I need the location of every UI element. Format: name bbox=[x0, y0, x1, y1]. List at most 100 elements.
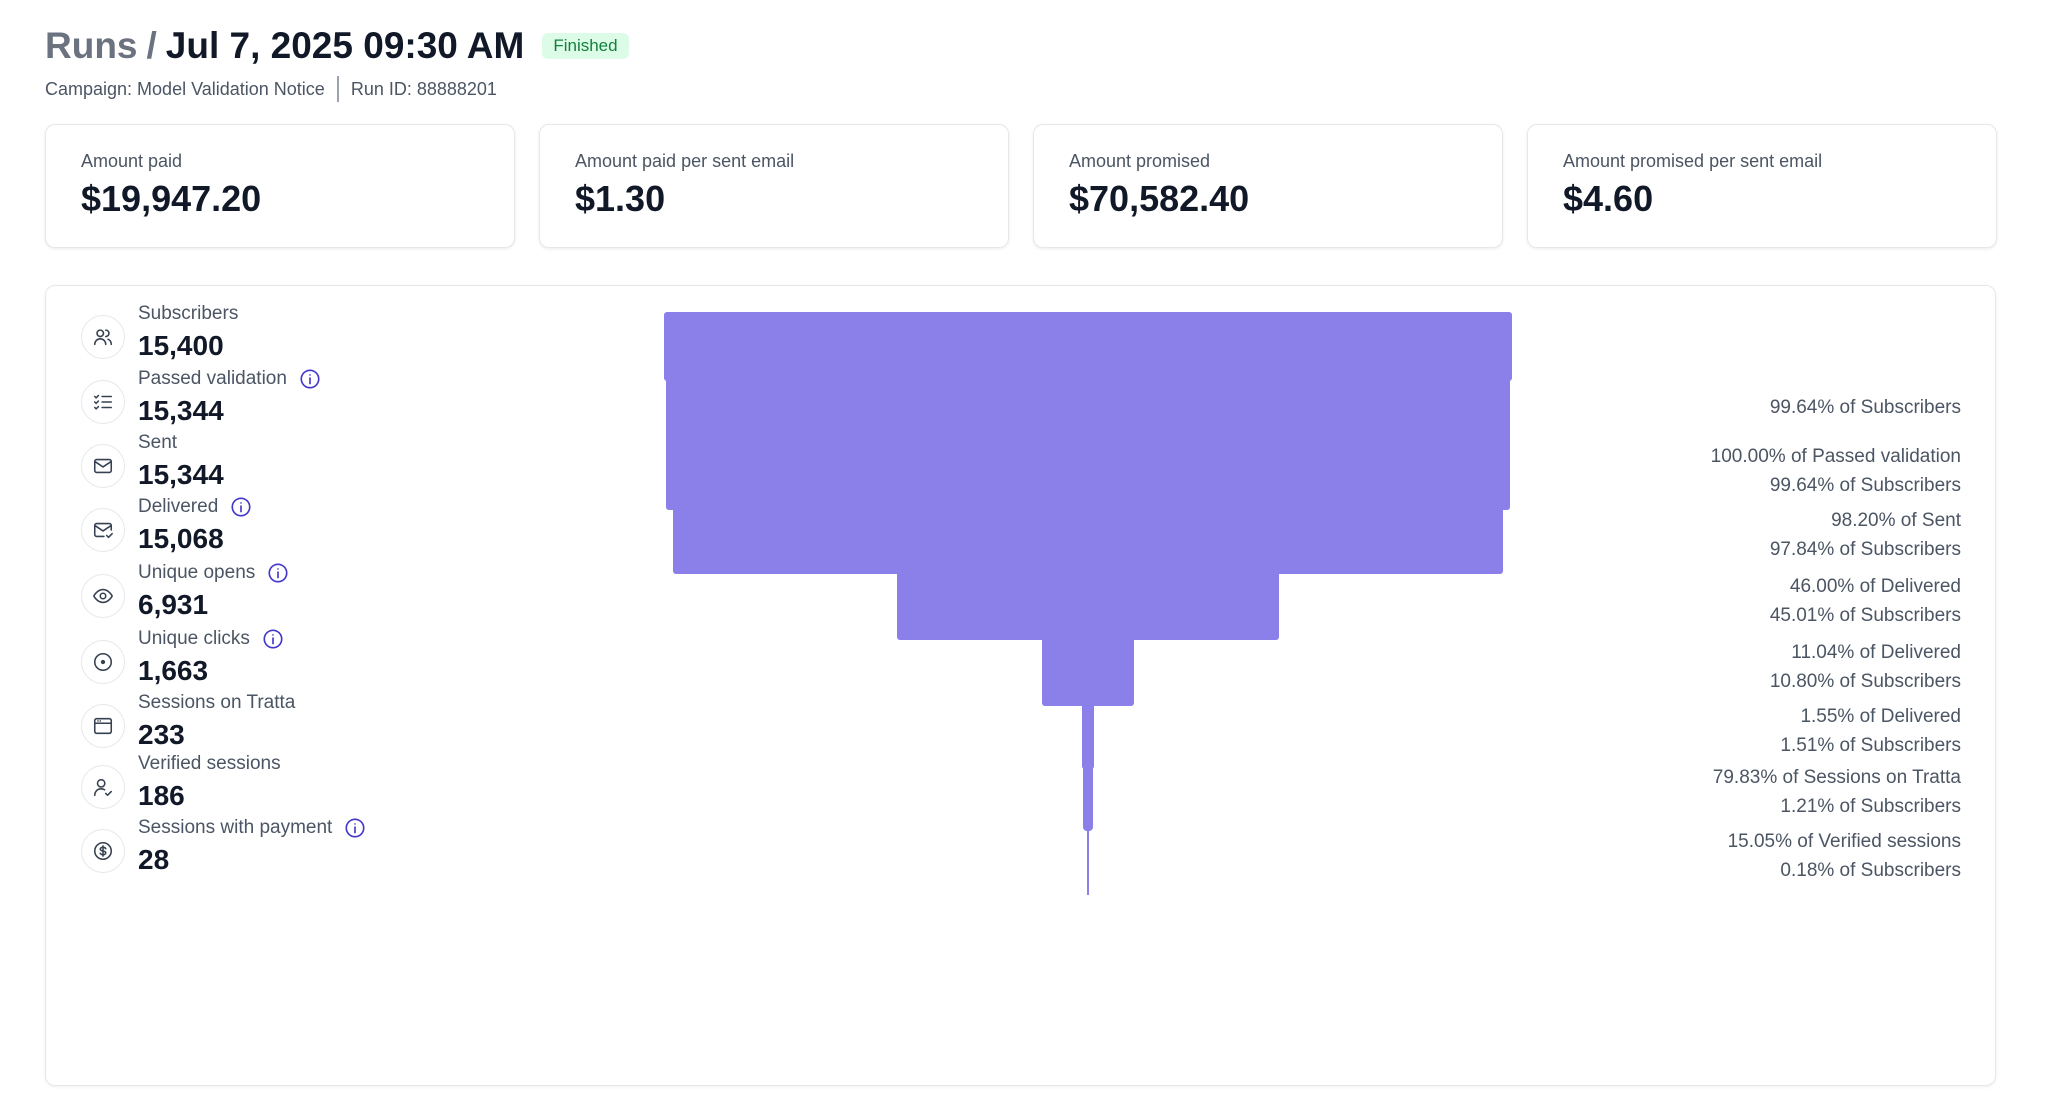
funnel-stage: Delivered 15,068 98.20% of Sent 97.84% of S… bbox=[46, 493, 1995, 577]
stage-percentages: 11.04% of Delivered 10.80% of Subscribers bbox=[1770, 625, 1961, 709]
funnel-bar bbox=[1082, 762, 1094, 831]
card-label: Amount promised bbox=[1069, 151, 1211, 171]
funnel-stage: Verified sessions 186 79.83% of Sessions o… bbox=[46, 750, 1995, 834]
stage-percentage: 99.64% of Subscribers bbox=[1769, 396, 1961, 418]
funnel-stage: Unique clicks 1,663 11.04% of Delivered 10.… bbox=[46, 625, 1995, 709]
stage-percentage: 97.84% of Subscribers bbox=[1769, 539, 1961, 560]
stage-label: Sessions with payment bbox=[138, 814, 366, 842]
stage-percentage: 45.01% of Subscribers bbox=[1769, 605, 1961, 626]
stage-value: 6,931 bbox=[138, 589, 209, 620]
funnel-bar bbox=[664, 312, 1512, 381]
page-title: Jul 7, 2025 09:30 AM bbox=[165, 25, 525, 66]
stage-value: 28 bbox=[138, 844, 170, 875]
stage-percentage: 98.20% of Sent bbox=[1831, 510, 1961, 531]
info-icon[interactable] bbox=[262, 628, 284, 650]
info-icon[interactable] bbox=[344, 817, 366, 839]
stage-percentage: 1.55% of Delivered bbox=[1800, 706, 1961, 727]
stage-value: 15,344 bbox=[138, 395, 224, 426]
stage-label: Delivered bbox=[138, 493, 252, 521]
info-icon[interactable] bbox=[299, 368, 321, 390]
stage-value: 15,400 bbox=[138, 330, 224, 361]
card-value: $70,582.40 bbox=[1069, 178, 1250, 219]
card-label: Amount promised per sent email bbox=[1563, 151, 1823, 171]
stage-text: Unique clicks 1,663 bbox=[138, 625, 284, 687]
funnel-stage: Sessions with payment 28 15.05% of Verifie… bbox=[46, 814, 1995, 898]
stage-value: 15,068 bbox=[138, 523, 224, 554]
funnel-stage: Passed validation 15,344 99.64% of Subscri… bbox=[46, 365, 1995, 449]
stage-percentages: 1.55% of Delivered 1.51% of Subscribers bbox=[1780, 689, 1961, 773]
stage-percentage: 15.05% of Verified sessions bbox=[1727, 831, 1961, 852]
stage-label: Verified sessions bbox=[138, 750, 281, 778]
stage-text: Unique opens 6,931 bbox=[138, 559, 289, 621]
users-icon bbox=[81, 315, 125, 359]
stage-percentage: 11.04% of Delivered bbox=[1791, 642, 1961, 663]
stage-percentage: 1.51% of Subscribers bbox=[1780, 735, 1961, 756]
meta-divider bbox=[336, 76, 339, 102]
card-value: $4.60 bbox=[1563, 178, 1654, 219]
stage-label: Subscribers bbox=[138, 300, 238, 328]
card-value: $19,947.20 bbox=[81, 178, 262, 219]
stage-value: 233 bbox=[138, 719, 185, 750]
funnel-bar bbox=[665, 441, 1511, 510]
status-badge: Finished bbox=[542, 33, 629, 59]
stage-label-text: Sent bbox=[138, 432, 178, 453]
campaign-name: Campaign: Model Validation Notice bbox=[45, 78, 325, 99]
stage-percentage: 100.00% of Passed validation bbox=[1710, 446, 1961, 467]
run-id: Run ID: 88888201 bbox=[350, 78, 497, 99]
stage-text: Sessions on Tratta 233 bbox=[138, 689, 295, 751]
stage-value: 186 bbox=[138, 780, 185, 811]
funnel-stage: Sent 15,344 100.00% of Passed validation 99… bbox=[46, 429, 1995, 513]
user-check-icon bbox=[81, 765, 125, 809]
funnel-bar bbox=[1042, 637, 1134, 706]
dollar-circle-icon bbox=[81, 829, 125, 873]
page-header: Runs / Jul 7, 2025 09:30 AM Finished Cam… bbox=[45, 22, 629, 102]
stage-label: Passed validation bbox=[138, 365, 321, 393]
click-target-icon bbox=[81, 640, 125, 684]
stage-percentages: 100.00% of Passed validation 99.64% of Su… bbox=[1711, 429, 1961, 513]
info-icon[interactable] bbox=[267, 562, 289, 584]
funnel-bar bbox=[1087, 826, 1089, 895]
card-label: Amount paid bbox=[81, 151, 183, 171]
stage-percentage: 10.80% of Subscribers bbox=[1769, 671, 1961, 692]
stage-label-text: Unique clicks bbox=[138, 628, 250, 649]
stage-text: Sent 15,344 bbox=[138, 429, 224, 491]
checklist-icon bbox=[81, 380, 125, 424]
funnel-stage: Subscribers 15,400 bbox=[46, 300, 1995, 384]
stage-label-text: Verified sessions bbox=[138, 753, 281, 774]
stage-label-text: Unique opens bbox=[138, 562, 256, 583]
stage-percentage: 46.00% of Delivered bbox=[1789, 576, 1961, 597]
card-value: $1.30 bbox=[575, 178, 666, 219]
card-amount-paid: Amount paid $19,947.20 bbox=[45, 124, 515, 248]
run-meta: Campaign: Model Validation Notice Run ID… bbox=[45, 76, 629, 102]
funnel-bar bbox=[897, 571, 1279, 640]
breadcrumb-separator: / bbox=[146, 25, 157, 66]
card-amount-promised-per-email: Amount promised per sent email $4.60 bbox=[1527, 124, 1997, 248]
stage-percentages: 98.20% of Sent 97.84% of Subscribers bbox=[1770, 493, 1961, 577]
stage-label-text: Delivered bbox=[138, 496, 219, 517]
stage-value: 15,344 bbox=[138, 459, 224, 490]
stage-text: Sessions with payment 28 bbox=[138, 814, 366, 876]
info-icon[interactable] bbox=[230, 496, 252, 518]
stage-percentages: 15.05% of Verified sessions 0.18% of Subs… bbox=[1728, 814, 1961, 898]
title-row: Runs / Jul 7, 2025 09:30 AM Finished bbox=[45, 22, 629, 70]
card-amount-promised: Amount promised $70,582.40 bbox=[1033, 124, 1503, 248]
stage-label: Unique clicks bbox=[138, 625, 284, 653]
funnel-bar bbox=[665, 377, 1511, 446]
card-amount-paid-per-email: Amount paid per sent email $1.30 bbox=[539, 124, 1009, 248]
browser-window-icon bbox=[81, 704, 125, 748]
stage-label: Sessions on Tratta bbox=[138, 689, 295, 717]
funnel-bar bbox=[1081, 701, 1095, 770]
funnel-chart: Subscribers 15,400 Passed validation 15,344… bbox=[45, 285, 1996, 1086]
stage-label-text: Passed validation bbox=[138, 368, 287, 389]
stage-label: Sent bbox=[138, 429, 224, 457]
stage-text: Subscribers 15,400 bbox=[138, 300, 238, 362]
stage-text: Delivered 15,068 bbox=[138, 493, 252, 555]
breadcrumb-runs-link[interactable]: Runs bbox=[45, 25, 138, 66]
funnel-stage: Sessions on Tratta 233 1.55% of Delivered 1… bbox=[46, 689, 1995, 773]
stage-label-text: Subscribers bbox=[138, 303, 239, 324]
stage-value: 1,663 bbox=[138, 655, 209, 686]
stage-percentages: 79.83% of Sessions on Tratta 1.21% of Sub… bbox=[1713, 750, 1961, 834]
funnel-stage: Unique opens 6,931 46.00% of Delivered 45.0… bbox=[46, 559, 1995, 643]
stage-percentages: 46.00% of Delivered 45.01% of Subscribers bbox=[1770, 559, 1961, 643]
stage-label-text: Sessions with payment bbox=[138, 817, 333, 838]
